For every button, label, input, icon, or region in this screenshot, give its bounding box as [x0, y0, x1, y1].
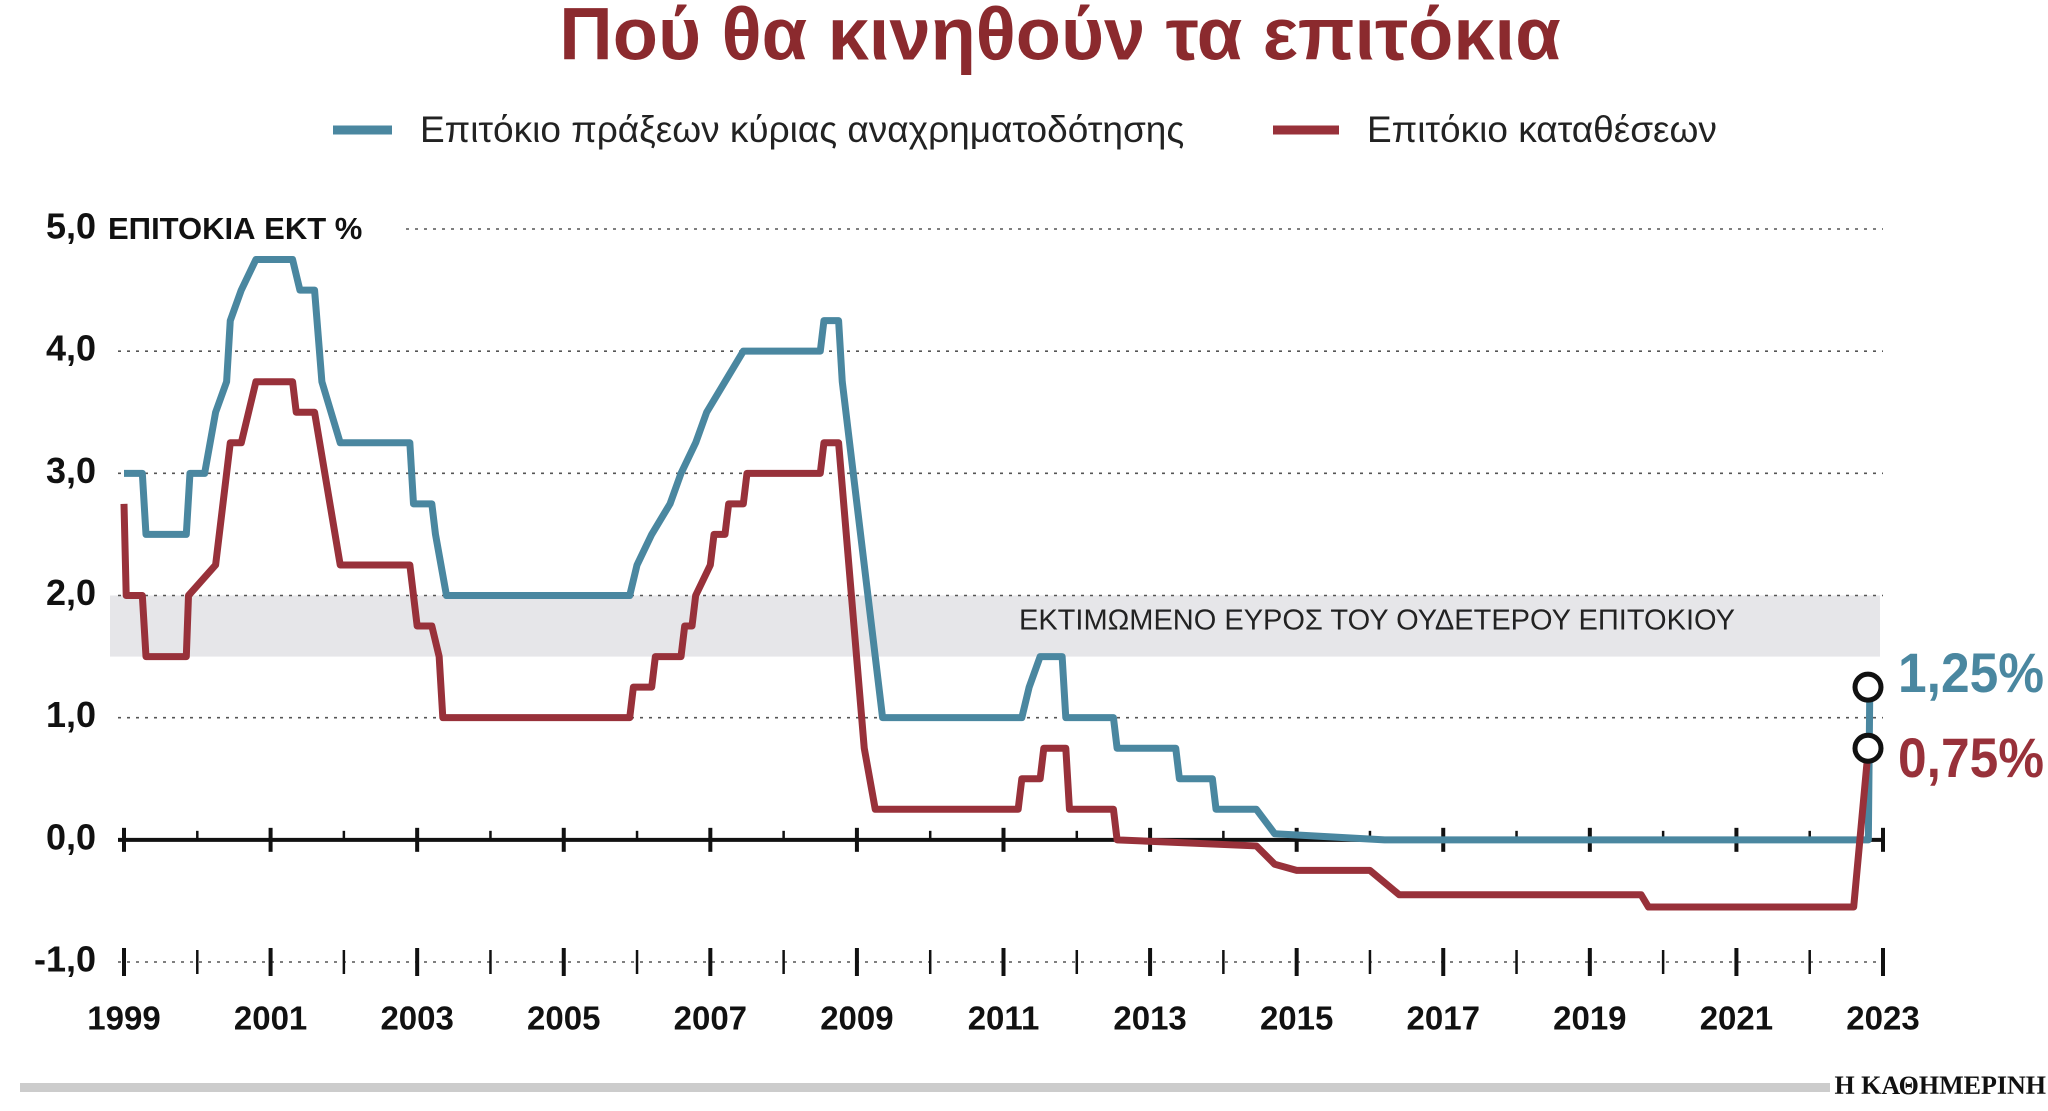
end-label: 0,75% — [1898, 726, 2044, 789]
neutral-band — [110, 595, 1880, 657]
x-tick-label: 2023 — [1846, 1000, 1919, 1037]
source: Η ΚΑΘΗΜΕΡΙΝΗ — [1834, 1071, 2046, 1100]
y-tick-label: 5,0 — [46, 206, 96, 247]
y-tick-label: 1,0 — [46, 694, 96, 735]
plot: 1,25% 0,75% — [120, 256, 2044, 911]
x-tick-label: 2005 — [527, 1000, 600, 1037]
legend-label: Επιτόκιο καταθέσεων — [1367, 109, 1717, 150]
y-tick-label: 2,0 — [46, 572, 96, 613]
x-tick-label: 2017 — [1407, 1000, 1480, 1037]
y-tick-label: 0,0 — [46, 816, 96, 857]
legend-label: Επιτόκιο πράξεων κύριας αναχρηματοδότηση… — [420, 109, 1184, 150]
x-tick-label: 2021 — [1700, 1000, 1773, 1037]
series-line — [124, 256, 1874, 844]
x-tick-label: 2015 — [1260, 1000, 1333, 1037]
x-tick-label: 2001 — [234, 1000, 307, 1037]
chart-title: Πού θα κινηθούν τα επιτόκια — [559, 0, 1560, 76]
y-tick-label: -1,0 — [34, 939, 96, 980]
end-label: 1,25% — [1898, 641, 2044, 704]
x-tick-label: 2007 — [674, 1000, 747, 1037]
footer-bar — [20, 1083, 1830, 1092]
x-tick-label: 2013 — [1113, 1000, 1186, 1037]
x-tick-label: 2003 — [380, 1000, 453, 1037]
series-line — [120, 378, 1872, 911]
x-tick-label: 1999 — [87, 1000, 160, 1037]
end-marker — [1852, 732, 1884, 764]
y-tick-label: 4,0 — [46, 328, 96, 369]
x-tick-label: 2019 — [1553, 1000, 1626, 1037]
band-label: ΕΚΤΙΜΩΜΕΝΟ ΕΥΡΟΣ ΤΟΥ ΟΥΔΕΤΕΡΟΥ ΕΠΙΤΟΚΙΟΥ — [1019, 605, 1735, 637]
x-tick-label: 2009 — [820, 1000, 893, 1037]
y-axis-label: ΕΠΙΤΟΚΙΑ ΕΚΤ % — [108, 211, 362, 246]
end-marker — [1852, 671, 1884, 703]
y-tick-label: 3,0 — [46, 450, 96, 491]
y-label-bg — [100, 207, 400, 251]
x-tick-label: 2011 — [968, 1000, 1040, 1037]
